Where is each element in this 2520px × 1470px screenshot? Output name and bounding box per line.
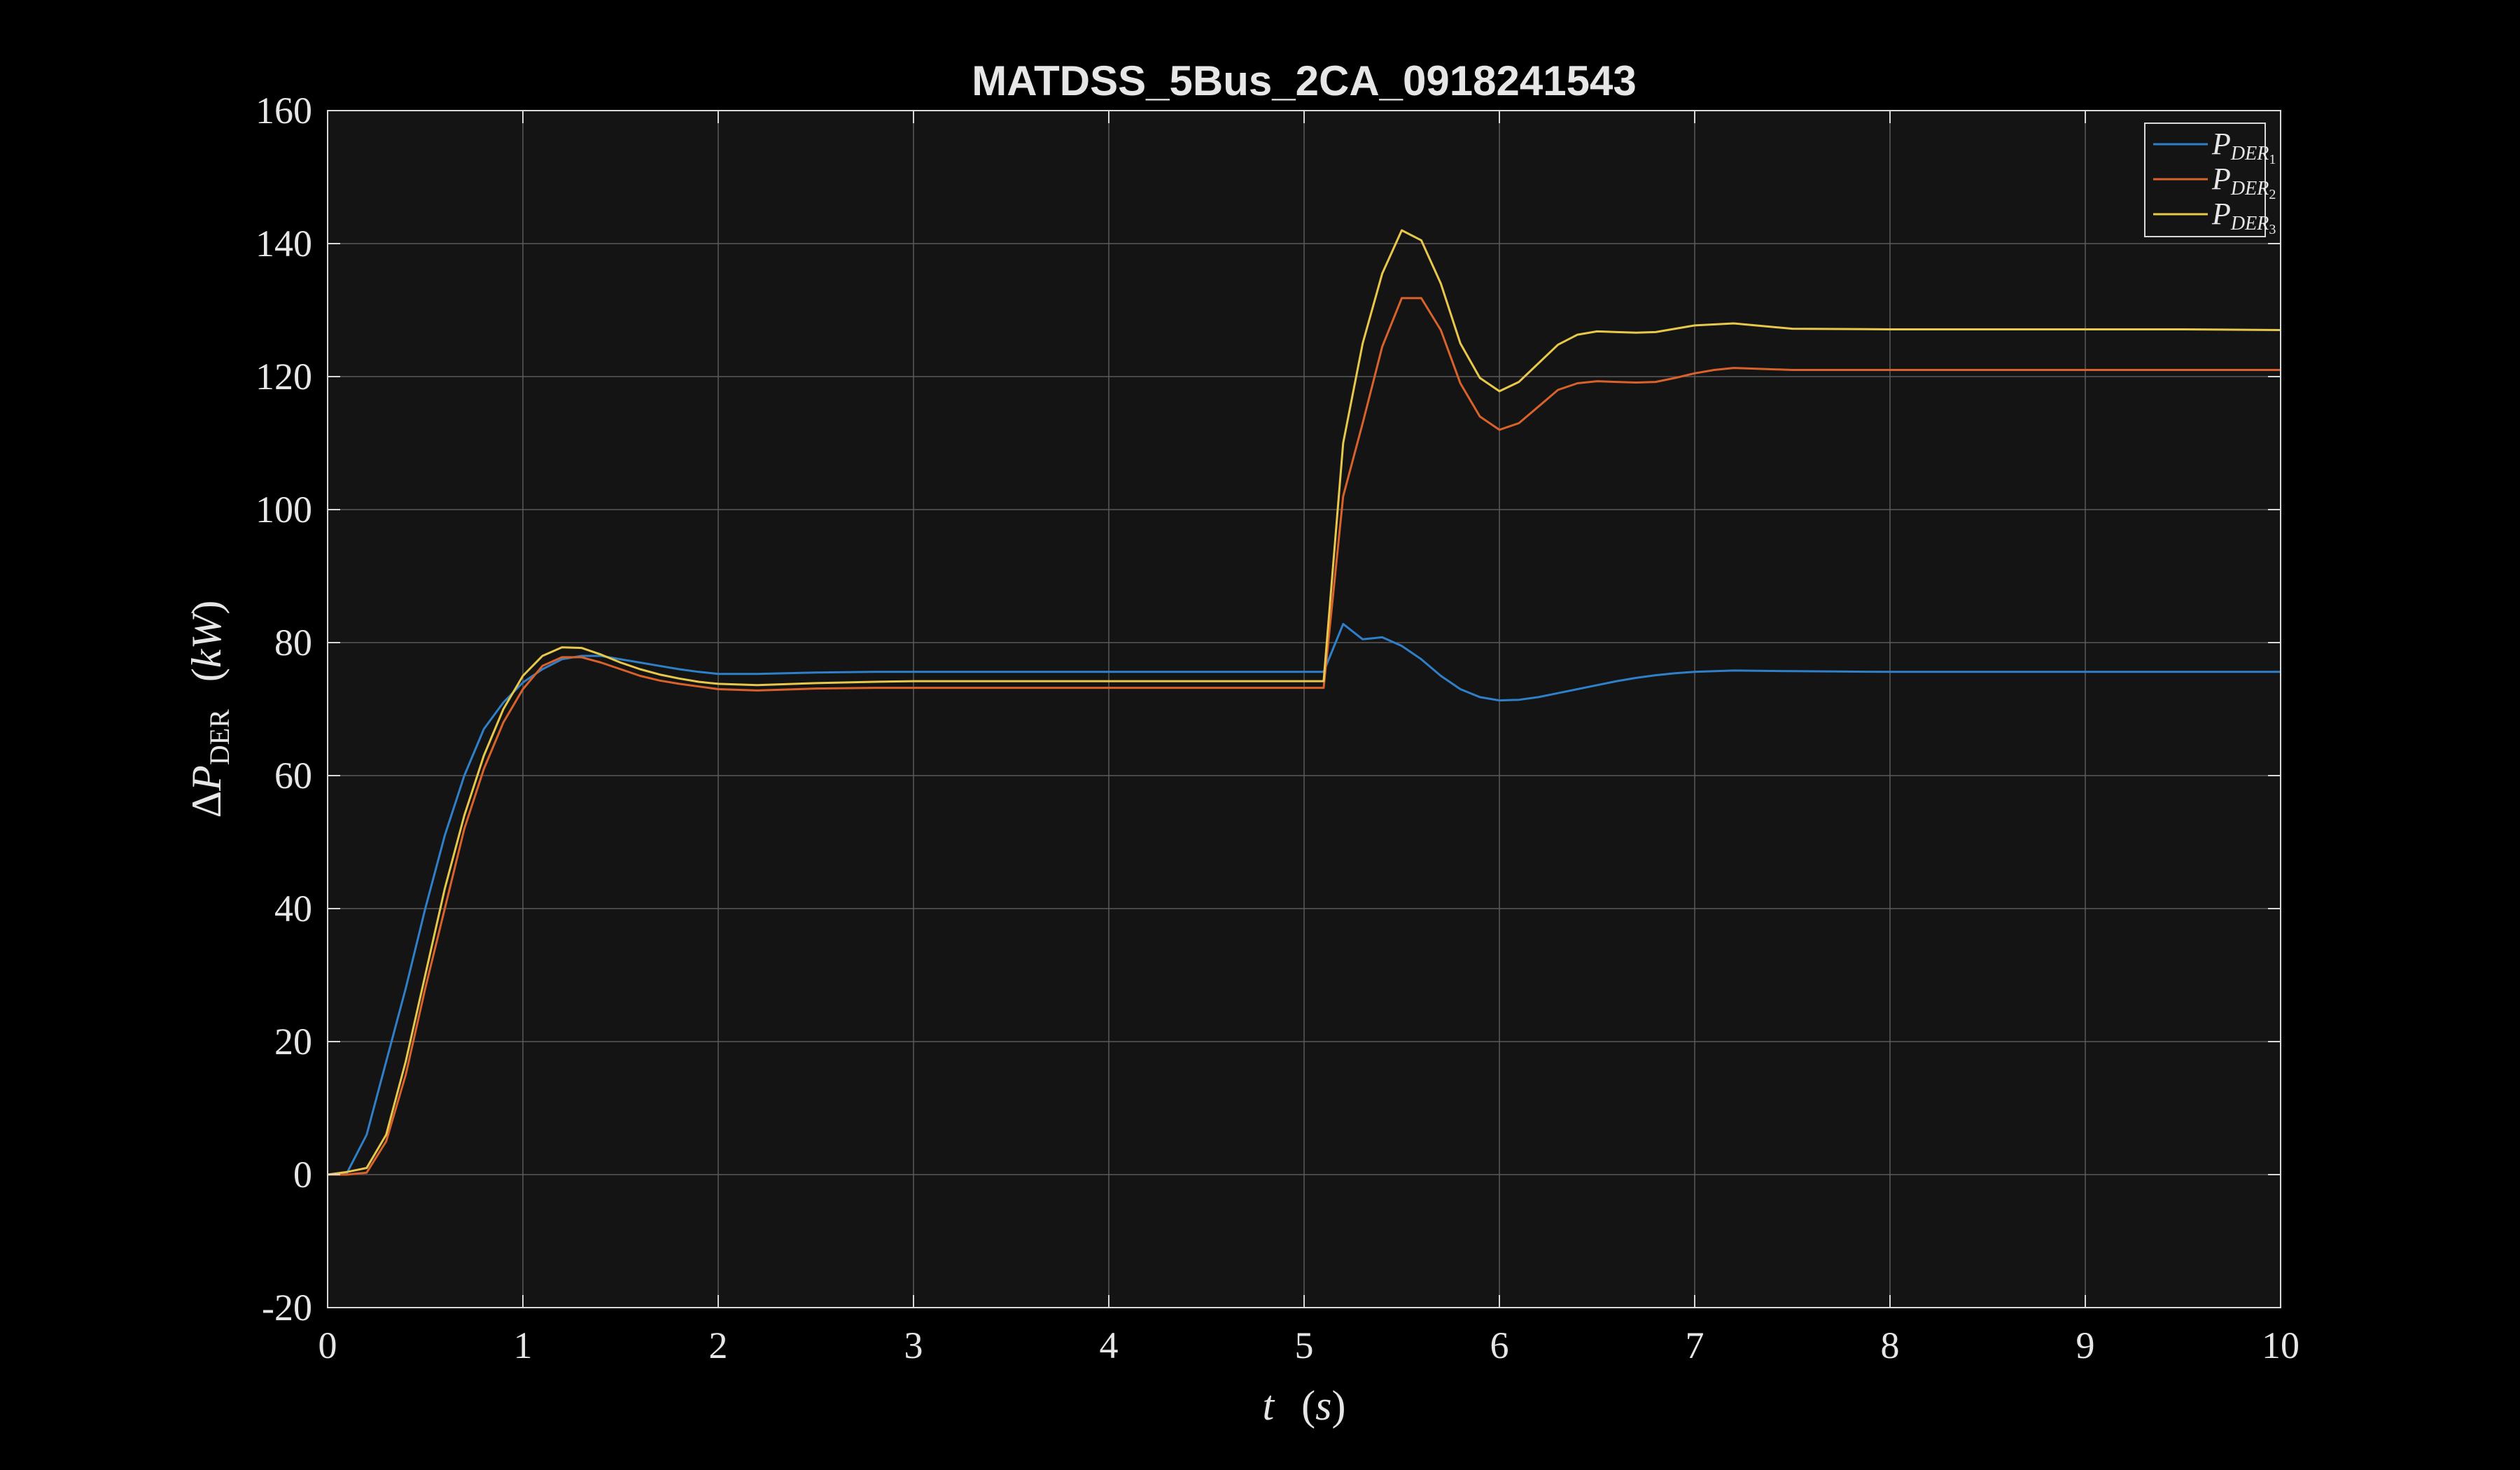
series-line-2 [328, 297, 2281, 1176]
series-line-1 [327, 622, 2281, 1176]
series-group [327, 229, 2281, 1176]
y-axis: -20 0 20 40 60 80 100 120 140 160 [255, 90, 2281, 1329]
x-tick-label: 5 [1295, 1324, 1314, 1366]
x-tick-label: 1 [514, 1324, 533, 1366]
legend-subsub: 3 [2269, 222, 2276, 237]
legend-sub: DER [2230, 213, 2269, 234]
y-axis-prefix: Δ [183, 791, 230, 818]
y-tick-label: 80 [274, 622, 312, 664]
y-axis-label: ΔPDER (kW) [183, 601, 238, 818]
x-axis-unit: s [1315, 1382, 1331, 1429]
y-tick-label: 0 [293, 1154, 312, 1196]
legend-var: P [2211, 127, 2231, 161]
y-tick-label: 20 [274, 1021, 312, 1063]
legend-subsub: 1 [2269, 152, 2276, 167]
chart-title: MATDSS_5Bus_2CA_0918241543 [972, 57, 1636, 104]
y-tick-label: 140 [255, 223, 312, 265]
y-tick-label: 160 [255, 90, 312, 132]
x-tick-label: 2 [709, 1324, 728, 1366]
x-tick-label: 3 [904, 1324, 923, 1366]
y-tick-label: 60 [274, 755, 312, 797]
legend-label-1: PDER1 [2211, 127, 2276, 167]
x-tick-label: 0 [318, 1324, 337, 1366]
x-tick-label: 7 [1686, 1324, 1704, 1366]
legend-sub: DER [2230, 178, 2269, 200]
series-line-3 [327, 229, 2281, 1176]
y-axis-open-paren: ( [183, 668, 230, 682]
legend-subsub: 2 [2269, 187, 2276, 202]
y-tick-label: -20 [262, 1287, 312, 1329]
x-tick-label: 6 [1490, 1324, 1509, 1366]
x-axis-open-paren: ( [1301, 1382, 1315, 1429]
x-tick-label: 8 [1881, 1324, 1900, 1366]
legend-sub: DER [2230, 143, 2269, 164]
y-tick-label: 40 [274, 888, 312, 930]
y-axis-var: P [183, 765, 230, 792]
y-axis-close-paren: ) [183, 601, 230, 615]
legend-var: P [2211, 162, 2231, 196]
legend-var: P [2211, 197, 2231, 231]
x-axis-close-paren: ) [1332, 1382, 1346, 1429]
x-axis-label: t (s) [1263, 1382, 1346, 1429]
x-tick-label: 10 [2262, 1324, 2300, 1366]
x-axis: 0 1 2 3 4 5 6 7 8 9 10 [318, 111, 2300, 1366]
legend-label-3: PDER3 [2211, 197, 2276, 237]
x-axis-var: t [1263, 1382, 1275, 1429]
y-axis-unit: kW [183, 611, 230, 668]
x-tick-label: 9 [2076, 1324, 2095, 1366]
y-axis-sub: DER [204, 709, 235, 765]
x-tick-label: 4 [1100, 1324, 1119, 1366]
legend-label-2: PDER2 [2211, 162, 2276, 202]
y-tick-label: 120 [255, 356, 312, 398]
y-tick-label: 100 [255, 489, 312, 531]
